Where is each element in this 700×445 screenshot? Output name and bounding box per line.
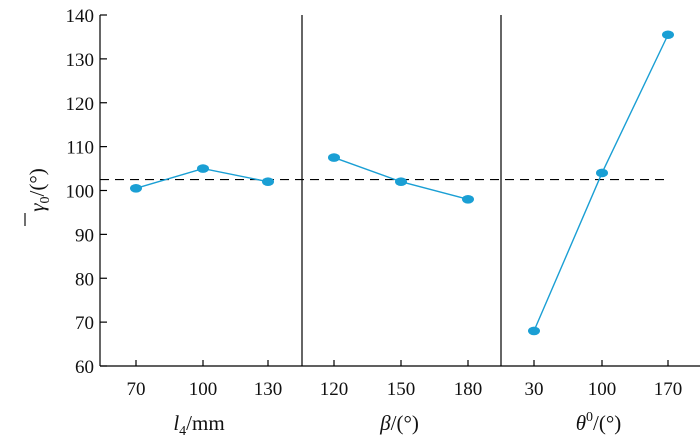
data-point-0-0 <box>130 184 142 193</box>
x-axis-label-2: θ0/(°) <box>576 410 622 435</box>
x-tick-label-1-1: 150 <box>387 379 416 400</box>
series-group <box>130 30 674 336</box>
x-axis-label-1: β/(°) <box>379 411 419 435</box>
y-tick-label-130: 130 <box>66 50 95 71</box>
y-tick-label-100: 100 <box>66 182 95 203</box>
y-tick-label-140: 140 <box>66 6 95 27</box>
y-tick-label-90: 90 <box>75 225 94 246</box>
x-tick-label-2-1: 100 <box>588 379 617 400</box>
x-tick-label-2-2: 170 <box>654 379 683 400</box>
x-axis-label-0: l4/mm <box>173 411 224 439</box>
axes <box>99 14 700 367</box>
x-tick-label-1-0: 120 <box>320 379 349 400</box>
data-point-1-2 <box>462 194 474 204</box>
data-point-2-2 <box>662 30 674 40</box>
y-tick-label-110: 110 <box>66 138 94 159</box>
y-tick-label-60: 60 <box>75 357 94 378</box>
y-tick-label-70: 70 <box>75 313 94 334</box>
x-tick-label-0-2: 130 <box>254 379 283 400</box>
data-point-1-0 <box>328 153 340 162</box>
data-point-2-0 <box>528 326 540 336</box>
labels-group: 60 70 80 90 100 110 120 130 140 70 100 130 l4/mm 120 1… <box>24 6 683 439</box>
x-tick-label-0-0: 70 <box>127 379 146 400</box>
y-tick-label-80: 80 <box>75 269 94 290</box>
y-tick-label-120: 120 <box>66 94 95 115</box>
data-point-2-1 <box>596 168 608 178</box>
data-point-0-1 <box>197 164 209 173</box>
x-tick-label-1-2: 180 <box>454 379 483 400</box>
x-tick-label-2-0: 30 <box>525 379 544 400</box>
data-point-0-2 <box>262 177 274 187</box>
y-axis-label: γ0/(°) <box>25 168 53 212</box>
data-point-1-1 <box>395 177 407 187</box>
x-tick-label-0-1: 100 <box>189 379 218 400</box>
series-line-2 <box>533 34 669 332</box>
